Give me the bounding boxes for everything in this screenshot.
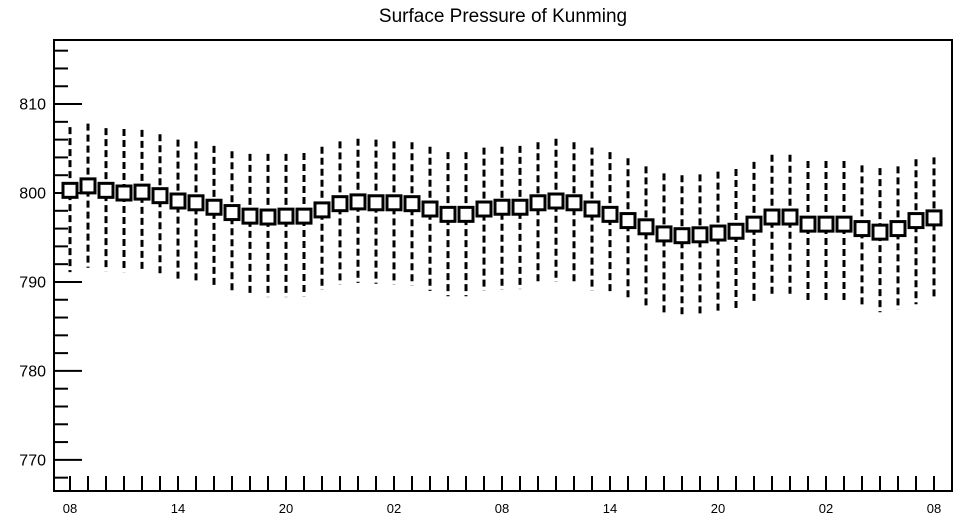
mean-marker [691, 226, 709, 244]
mean-marker [565, 194, 583, 212]
mean-marker [79, 177, 97, 195]
mean-marker [241, 207, 259, 225]
x-tick-label: 20 [279, 501, 293, 516]
x-tick-label: 08 [495, 501, 509, 516]
mean-marker [763, 208, 781, 226]
mean-marker [511, 198, 529, 216]
mean-marker [223, 204, 241, 222]
mean-marker [637, 218, 655, 236]
mean-marker [871, 223, 889, 241]
mean-marker [349, 193, 367, 211]
mean-marker [745, 215, 763, 233]
mean-marker [835, 215, 853, 233]
mean-marker [313, 201, 331, 219]
x-tick-label: 14 [171, 501, 185, 516]
mean-marker [295, 207, 313, 225]
y-tick-label: 810 [19, 97, 46, 114]
mean-marker [907, 212, 925, 230]
mean-marker [673, 227, 691, 245]
chart-title: Surface Pressure of Kunming [379, 6, 627, 27]
axes: 810 800 790 780 770 08 14 20 02 08 14 20 02 08 [19, 49, 941, 516]
mean-marker [475, 200, 493, 218]
x-tick-label: 20 [711, 501, 725, 516]
mean-marker [151, 187, 169, 205]
mean-marker [277, 207, 295, 225]
mean-marker [259, 208, 277, 226]
mean-marker [331, 195, 349, 213]
mean-marker [421, 200, 439, 218]
y-tick-label: 770 [19, 452, 46, 469]
x-tick-label: 08 [927, 501, 941, 516]
mean-marker [493, 198, 511, 216]
mean-marker [781, 208, 799, 226]
mean-marker [61, 181, 79, 199]
mean-marker [817, 215, 835, 233]
mean-marker [367, 194, 385, 212]
mean-marker [655, 225, 673, 243]
x-tick-label: 02 [387, 501, 401, 516]
mean-marker [97, 181, 115, 199]
mean-marker [187, 194, 205, 212]
mean-marker [385, 194, 403, 212]
y-tick-label: 800 [19, 186, 46, 203]
x-tick-label: 14 [603, 501, 617, 516]
mean-marker [925, 209, 943, 227]
mean-marker [133, 183, 151, 201]
mean-marker [529, 194, 547, 212]
mean-marker [457, 205, 475, 223]
y-tick-label: 780 [19, 364, 46, 381]
y-tick-label: 790 [19, 275, 46, 292]
mean-marker [889, 220, 907, 238]
mean-marker [547, 192, 565, 210]
mean-marker [583, 200, 601, 218]
mean-marker [799, 215, 817, 233]
mean-marker [727, 222, 745, 240]
mean-marker [853, 220, 871, 238]
mean-marker [619, 212, 637, 230]
mean-marker [115, 184, 133, 202]
plot-frame [53, 39, 953, 492]
mean-marker [169, 192, 187, 210]
x-tick-label: 08 [63, 501, 77, 516]
mean-marker [709, 224, 727, 242]
error-bars [68, 123, 936, 315]
mean-markers [61, 177, 943, 245]
mean-marker [601, 205, 619, 223]
mean-marker [439, 205, 457, 223]
mean-marker [403, 195, 421, 213]
mean-marker [205, 198, 223, 216]
x-tick-label: 02 [819, 501, 833, 516]
